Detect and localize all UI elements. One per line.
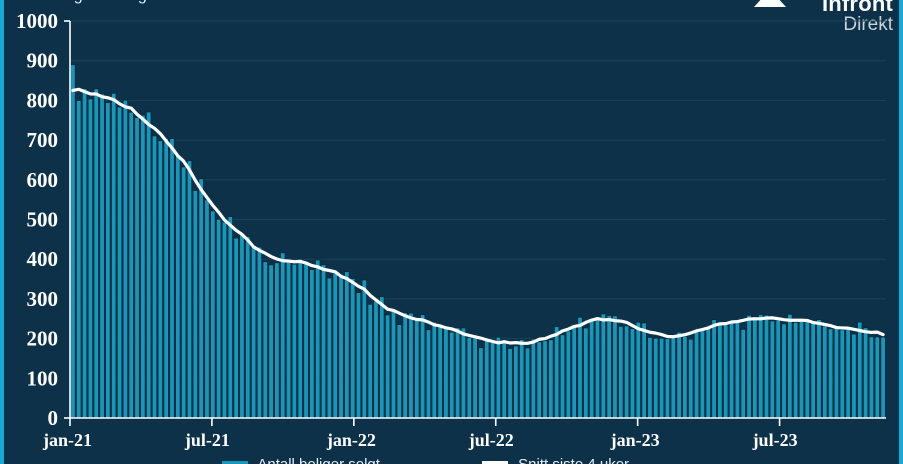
svg-text:0: 0	[48, 406, 59, 430]
svg-text:900: 900	[27, 49, 59, 73]
svg-text:jan-22: jan-22	[326, 430, 376, 450]
svg-text:800: 800	[27, 88, 59, 112]
svg-text:200: 200	[27, 327, 59, 351]
svg-text:400: 400	[27, 247, 59, 271]
svg-text:700: 700	[27, 128, 59, 152]
svg-text:jul-22: jul-22	[468, 430, 514, 450]
svg-text:100: 100	[27, 366, 59, 390]
svg-text:600: 600	[27, 168, 59, 192]
svg-text:1000: 1000	[16, 9, 58, 33]
svg-text:jul-23: jul-23	[752, 430, 798, 450]
svg-text:300: 300	[27, 287, 59, 311]
svg-text:jan-23: jan-23	[610, 430, 660, 450]
svg-text:500: 500	[27, 208, 59, 232]
svg-text:jan-21: jan-21	[42, 430, 92, 450]
svg-text:jul-21: jul-21	[184, 430, 230, 450]
